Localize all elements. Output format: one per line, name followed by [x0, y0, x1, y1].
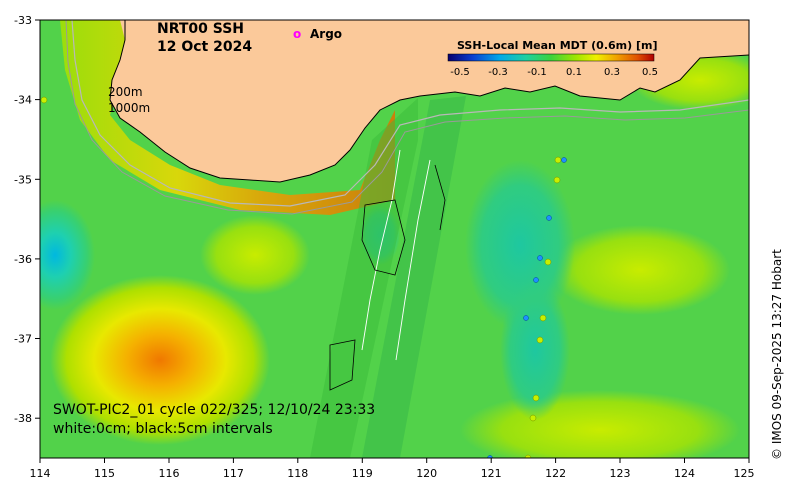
- five-cm-contour: [434, 164, 446, 231]
- argo-float: [537, 255, 543, 261]
- x-tick-label: 125: [734, 467, 755, 480]
- yellow-green-zone: [550, 225, 730, 315]
- argo-float: [561, 157, 567, 163]
- argo-float: [544, 258, 552, 266]
- plot-frame: [39, 19, 750, 459]
- zero-contour: [395, 159, 431, 361]
- colorbar: SSH-Local Mean MDT (0.6m) [m] -0.5 -0.3 …: [447, 39, 658, 78]
- argo-float: [40, 96, 48, 104]
- warm-eddy: [50, 275, 270, 445]
- x-tick-label: 114: [30, 467, 51, 480]
- colorbar-tick: -0.5: [450, 67, 470, 78]
- isobath-1000m-label: 1000m: [108, 101, 150, 115]
- colorbar-tick: 0.1: [566, 67, 582, 78]
- swot-swath-info: SWOT-PIC2_01 cycle 022/325; 12/10/24 23:…: [53, 402, 375, 418]
- x-tick-label: 124: [674, 467, 695, 480]
- argo-float: [524, 454, 532, 458]
- cold-eddy: [40, 200, 95, 310]
- x-tick-label: 120: [416, 467, 437, 480]
- x-axis: 114 115 116 117 118 119 120 121 122 123 …: [30, 458, 755, 480]
- x-tick-label: 119: [352, 467, 373, 480]
- colorbar-tick: 0.3: [604, 67, 620, 78]
- colorbar-gradient: [447, 53, 655, 62]
- argo-marker-icon: o: [293, 27, 301, 41]
- five-cm-contour: [361, 199, 406, 276]
- colorbar-title: SSH-Local Mean MDT (0.6m) [m]: [457, 39, 657, 52]
- argo-float: [533, 277, 539, 283]
- leeuwin-current-warm-band: [60, 20, 395, 215]
- y-tick-label: -33: [14, 14, 32, 27]
- five-cm-contour: [329, 339, 356, 391]
- coastline: [109, 20, 749, 183]
- isobath-200m-label: 200m: [108, 85, 143, 99]
- map-title-product: NRT00 SSH: [157, 21, 244, 37]
- argo-floats: [40, 96, 562, 458]
- x-tick-label: 121: [481, 467, 502, 480]
- x-tick-label: 122: [545, 467, 566, 480]
- argo-float: [532, 394, 540, 402]
- x-tick-label: 116: [159, 467, 180, 480]
- argo-float: [529, 414, 537, 422]
- argo-float: [536, 336, 544, 344]
- y-tick-label: -36: [14, 253, 32, 266]
- isobath-200m: [71, 20, 749, 207]
- map-title-date: 12 Oct 2024: [157, 39, 252, 55]
- yellow-green-zone: [200, 215, 310, 295]
- colorbar-tick: -0.3: [488, 67, 508, 78]
- colorbar-tick: -0.1: [527, 67, 547, 78]
- argo-floats-cold: [487, 157, 567, 458]
- isobath-1000m: [65, 20, 749, 215]
- argo-float: [553, 176, 561, 184]
- imos-credit: © IMOS 09-Sep-2025 13:27 Hobart: [770, 249, 784, 460]
- swot-swath: [362, 96, 466, 458]
- swot-swath: [310, 98, 418, 458]
- argo-float: [523, 315, 529, 321]
- y-tick-label: -37: [14, 333, 32, 346]
- argo-legend-label: Argo: [310, 27, 342, 41]
- x-tick-label: 118: [287, 467, 308, 480]
- zero-contour: [361, 149, 401, 351]
- x-tick-label: 115: [94, 467, 115, 480]
- x-tick-label: 117: [223, 467, 244, 480]
- y-tick-label: -35: [14, 173, 32, 186]
- argo-float: [554, 156, 562, 164]
- y-axis: -33 -34 -35 -36 -37 -38: [14, 14, 40, 425]
- y-tick-label: -34: [14, 94, 32, 107]
- argo-float: [539, 314, 547, 322]
- contour-info: white:0cm; black:5cm intervals: [53, 421, 273, 437]
- x-tick-label: 123: [610, 467, 631, 480]
- cold-eddy: [500, 280, 570, 420]
- colorbar-tick: 0.5: [642, 67, 658, 78]
- argo-float: [487, 455, 493, 458]
- argo-float: [546, 215, 552, 221]
- y-tick-label: -38: [14, 412, 32, 425]
